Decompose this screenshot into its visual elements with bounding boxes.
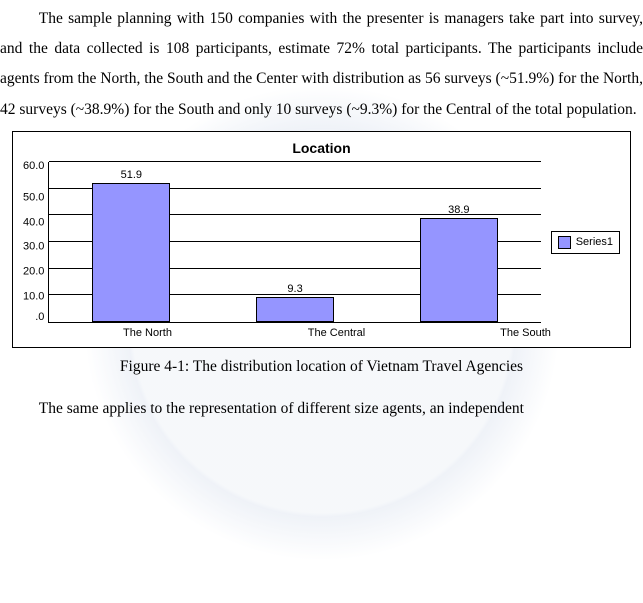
y-axis: 60.0 50.0 40.0 30.0 20.0 10.0 .0 bbox=[23, 162, 48, 322]
chart-bar: 9.3 bbox=[256, 297, 334, 322]
trailing-paragraph: The same applies to the representation o… bbox=[0, 394, 643, 424]
intro-paragraph: The sample planning with 150 companies w… bbox=[0, 4, 643, 125]
plot-area: 51.9 9.3 38.9 bbox=[48, 162, 540, 323]
xtick-label: The Central bbox=[242, 323, 431, 339]
chart-bar: 38.9 bbox=[420, 218, 498, 322]
ytick-label: .0 bbox=[35, 312, 44, 323]
x-axis: The North The Central The South bbox=[53, 323, 620, 339]
xtick-label: The South bbox=[431, 323, 620, 339]
location-chart: Location 60.0 50.0 40.0 30.0 20.0 10.0 .… bbox=[12, 131, 631, 348]
gridline bbox=[49, 161, 540, 162]
bar-value-label: 51.9 bbox=[121, 169, 142, 181]
ytick-label: 20.0 bbox=[23, 267, 44, 278]
ytick-label: 60.0 bbox=[23, 161, 44, 172]
bar-value-label: 9.3 bbox=[287, 283, 302, 295]
chart-title: Location bbox=[23, 140, 620, 156]
xtick-label: The North bbox=[53, 323, 242, 339]
ytick-label: 30.0 bbox=[23, 242, 44, 253]
bar-value-label: 38.9 bbox=[448, 204, 469, 216]
legend-swatch-icon bbox=[558, 236, 571, 249]
ytick-label: 40.0 bbox=[23, 217, 44, 228]
ytick-label: 10.0 bbox=[23, 292, 44, 303]
figure-caption: Figure 4-1: The distribution location of… bbox=[0, 358, 643, 376]
ytick-label: 50.0 bbox=[23, 192, 44, 203]
chart-legend: Series1 bbox=[551, 231, 620, 254]
legend-label: Series1 bbox=[576, 236, 613, 248]
chart-bar: 51.9 bbox=[92, 183, 170, 321]
